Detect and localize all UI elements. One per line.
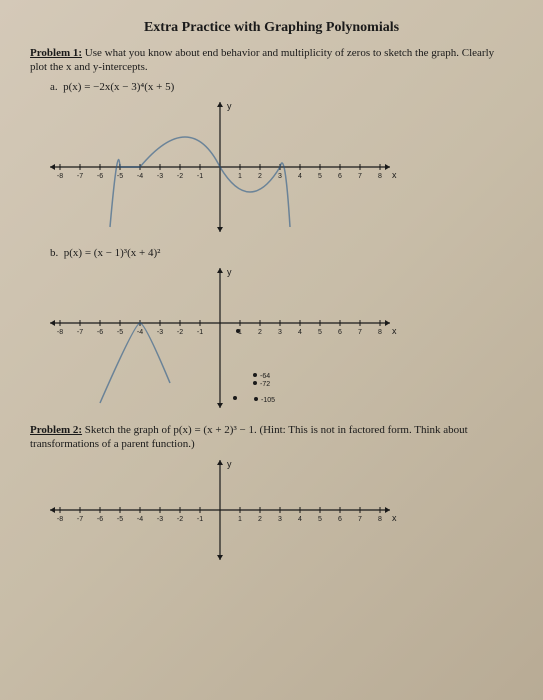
problem1-text: Use what you know about end behavior and… <box>30 47 494 73</box>
svg-text:-2: -2 <box>177 173 183 180</box>
graph-1b: -8-7-6-5-4-3-2-112345678yx-64-72-105 <box>40 263 513 413</box>
part-a-label: a. <box>50 81 58 93</box>
problem1-heading: Problem 1: Use what you know about end b… <box>30 46 513 75</box>
svg-text:8: 8 <box>378 516 382 523</box>
svg-text:-3: -3 <box>157 329 163 336</box>
svg-text:-8: -8 <box>57 516 63 523</box>
svg-text:x: x <box>392 513 397 523</box>
svg-text:-5: -5 <box>117 173 123 180</box>
svg-text:-4: -4 <box>137 173 143 180</box>
graph-2: -8 -7 -6 -5 -4 -3 -2 -1 1 2 3 4 5 6 7 8 y x <box>40 455 513 565</box>
svg-text:y: y <box>227 459 232 469</box>
svg-text:1: 1 <box>238 516 242 523</box>
svg-text:-1: -1 <box>197 173 203 180</box>
svg-text:7: 7 <box>358 329 362 336</box>
graph-1a: -8 -7 -6 -5 -4 -3 -2 -1 1 2 3 4 5 6 7 8 y x <box>40 97 513 237</box>
svg-text:-1: -1 <box>197 516 203 523</box>
svg-text:4: 4 <box>298 173 302 180</box>
svg-text:4: 4 <box>298 516 302 523</box>
svg-text:y: y <box>227 101 232 111</box>
svg-text:-7: -7 <box>77 173 83 180</box>
svg-text:-5: -5 <box>117 516 123 523</box>
part-b-label: b. <box>50 247 58 259</box>
problem2-heading: Problem 2: Sketch the graph of p(x) = (x… <box>30 423 513 452</box>
svg-text:-64: -64 <box>260 373 270 380</box>
svg-text:3: 3 <box>278 516 282 523</box>
svg-text:3: 3 <box>278 173 282 180</box>
svg-text:7: 7 <box>358 173 362 180</box>
svg-text:-4: -4 <box>137 516 143 523</box>
svg-text:-8: -8 <box>57 329 63 336</box>
svg-text:6: 6 <box>338 329 342 336</box>
svg-text:x: x <box>392 326 397 336</box>
svg-text:-7: -7 <box>77 516 83 523</box>
problem1-label: Problem 1: <box>30 47 82 59</box>
svg-text:3: 3 <box>278 329 282 336</box>
svg-text:-3: -3 <box>157 516 163 523</box>
svg-text:8: 8 <box>378 329 382 336</box>
part-b-eq: p(x) = (x − 1)³(x + 4)² <box>64 247 161 259</box>
svg-text:4: 4 <box>298 329 302 336</box>
svg-text:-105: -105 <box>261 397 275 404</box>
problem2-text: Sketch the graph of <box>82 424 173 436</box>
svg-text:-1: -1 <box>197 329 203 336</box>
svg-text:5: 5 <box>318 329 322 336</box>
svg-text:1: 1 <box>238 173 242 180</box>
problem2-eq: p(x) = (x + 2)³ − 1. <box>173 424 256 436</box>
svg-text:-2: -2 <box>177 516 183 523</box>
svg-text:2: 2 <box>258 516 262 523</box>
svg-text:6: 6 <box>338 516 342 523</box>
svg-text:y: y <box>227 267 232 277</box>
svg-text:-7: -7 <box>77 329 83 336</box>
svg-text:-6: -6 <box>97 329 103 336</box>
svg-text:-3: -3 <box>157 173 163 180</box>
svg-text:2: 2 <box>258 173 262 180</box>
svg-text:5: 5 <box>318 516 322 523</box>
svg-text:-72: -72 <box>260 381 270 388</box>
svg-text:-8: -8 <box>57 173 63 180</box>
svg-text:-6: -6 <box>97 516 103 523</box>
problem1b-equation: b. p(x) = (x − 1)³(x + 4)² <box>50 247 513 259</box>
svg-text:5: 5 <box>318 173 322 180</box>
problem2-label: Problem 2: <box>30 424 82 436</box>
page-title: Extra Practice with Graphing Polynomials <box>30 20 513 36</box>
svg-text:x: x <box>392 170 397 180</box>
problem1a-equation: a. p(x) = −2x(x − 3)⁴(x + 5) <box>50 81 513 93</box>
svg-text:8: 8 <box>378 173 382 180</box>
svg-text:-2: -2 <box>177 329 183 336</box>
svg-text:7: 7 <box>358 516 362 523</box>
svg-text:-6: -6 <box>97 173 103 180</box>
svg-text:2: 2 <box>258 329 262 336</box>
part-a-eq: p(x) = −2x(x − 3)⁴(x + 5) <box>63 81 174 93</box>
svg-text:6: 6 <box>338 173 342 180</box>
svg-text:-4: -4 <box>137 329 143 336</box>
svg-text:-5: -5 <box>117 329 123 336</box>
